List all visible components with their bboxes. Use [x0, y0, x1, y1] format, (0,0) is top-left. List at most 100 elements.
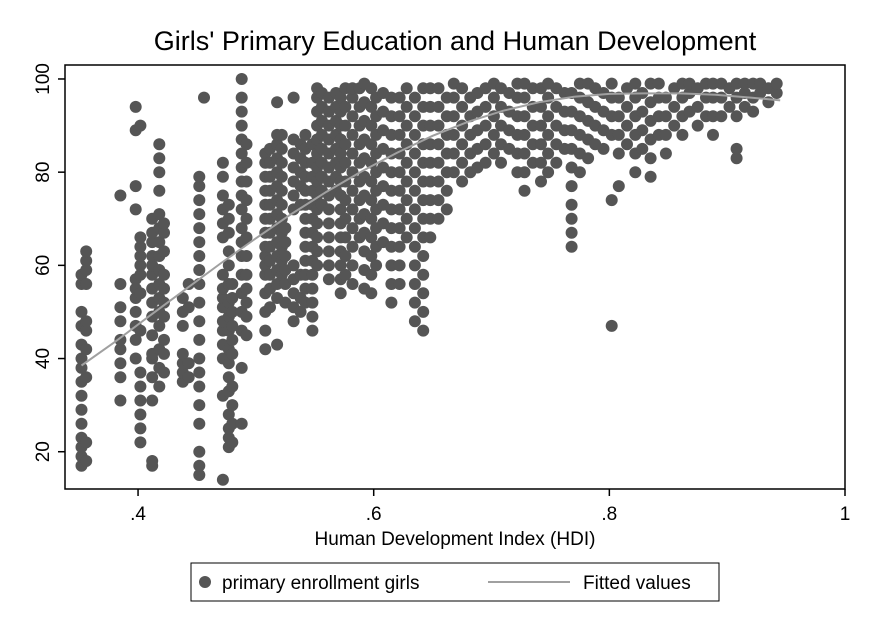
data-point-337 [322, 259, 335, 272]
data-point-167 [226, 417, 239, 430]
data-point-520 [432, 138, 445, 151]
data-point-380 [339, 138, 352, 151]
data-point-563 [495, 156, 507, 169]
data-point-176 [235, 417, 248, 430]
data-point-51 [134, 324, 147, 337]
data-point-381 [339, 119, 352, 132]
data-point-463 [393, 222, 406, 235]
data-point-173 [226, 305, 239, 318]
data-point-598 [542, 128, 555, 141]
data-point-316 [311, 217, 324, 230]
data-point-98 [158, 245, 170, 258]
data-point-541 [456, 100, 469, 113]
data-point-88 [153, 166, 166, 179]
data-point-47 [134, 408, 147, 421]
data-point-384 [346, 278, 359, 290]
data-point-27 [114, 357, 127, 370]
data-point-120 [193, 333, 206, 346]
data-point-680 [668, 100, 681, 113]
data-point-95 [158, 296, 170, 309]
data-point-108 [182, 371, 195, 384]
data-point-455 [385, 166, 398, 179]
data-point-257 [275, 156, 288, 169]
legend-box [190, 562, 720, 602]
chart-title: Girls' Primary Education and Human Devel… [154, 26, 757, 56]
data-point-34 [129, 352, 142, 365]
data-point-300 [306, 310, 319, 323]
data-point-495 [417, 287, 430, 300]
data-point-427 [365, 100, 378, 113]
data-point-9 [75, 352, 88, 365]
data-point-97 [158, 268, 170, 281]
data-point-458 [385, 110, 398, 123]
data-point-388 [346, 203, 359, 216]
data-point-461 [393, 259, 406, 272]
data-point-177 [235, 361, 248, 374]
legend-label-points: primary enrollment girls [222, 573, 419, 594]
data-point-417 [365, 287, 378, 300]
data-point-509 [424, 194, 437, 207]
data-point-422 [365, 194, 378, 207]
data-point-677 [659, 110, 672, 123]
data-point-49 [134, 380, 147, 393]
data-point-44 [129, 100, 142, 113]
data-point-648 [612, 128, 625, 141]
data-point-478 [400, 100, 413, 113]
data-point-46 [134, 422, 147, 435]
data-point-37 [129, 305, 142, 318]
data-point-525 [440, 184, 453, 197]
data-point-8 [75, 361, 88, 374]
data-point-636 [597, 142, 610, 155]
data-point-164 [222, 212, 235, 225]
data-point-303 [306, 268, 319, 281]
data-point-122 [193, 296, 206, 309]
data-point-615 [565, 180, 578, 193]
data-point-494 [417, 305, 430, 318]
data-point-670 [644, 77, 657, 90]
data-point-586 [526, 138, 539, 151]
data-point-481 [408, 296, 421, 309]
data-point-20 [80, 315, 93, 328]
data-point-12 [75, 305, 88, 318]
data-point-640 [605, 319, 618, 332]
data-point-129 [193, 194, 206, 207]
data-point-119 [193, 352, 206, 365]
data-point-660 [629, 77, 642, 90]
data-point-170 [226, 347, 239, 360]
data-point-473 [400, 194, 413, 207]
data-point-524 [440, 203, 453, 216]
data-point-420 [365, 231, 378, 244]
data-point-193 [235, 91, 248, 104]
data-point-152 [222, 408, 235, 421]
data-point-25 [114, 394, 127, 407]
data-point-611 [565, 240, 578, 253]
data-point-599 [542, 110, 555, 123]
data-point-86 [153, 208, 166, 221]
scatter-points [75, 73, 783, 486]
data-point-105 [176, 319, 189, 332]
data-point-278 [294, 305, 307, 318]
data-point-521 [432, 119, 445, 132]
data-point-191 [235, 119, 248, 132]
data-point-99 [158, 226, 170, 239]
data-point-42 [129, 180, 142, 193]
data-point-428 [365, 82, 378, 95]
data-point-590 [535, 175, 547, 188]
data-point-475 [400, 156, 413, 169]
data-point-126 [193, 236, 206, 249]
data-point-55 [134, 250, 147, 262]
data-point-259 [275, 128, 288, 141]
data-point-387 [346, 222, 359, 235]
x-tick-label-3: 1 [840, 504, 851, 525]
data-point-516 [432, 212, 445, 225]
data-point-65 [146, 329, 159, 342]
data-point-647 [612, 147, 625, 160]
data-point-258 [275, 142, 288, 155]
data-point-448 [385, 296, 398, 309]
data-point-711 [738, 77, 751, 90]
data-point-483 [408, 259, 421, 272]
data-point-5 [75, 403, 88, 416]
data-point-62 [146, 371, 159, 384]
data-point-459 [385, 91, 398, 104]
legend-label-fit: Fitted values [583, 573, 691, 594]
